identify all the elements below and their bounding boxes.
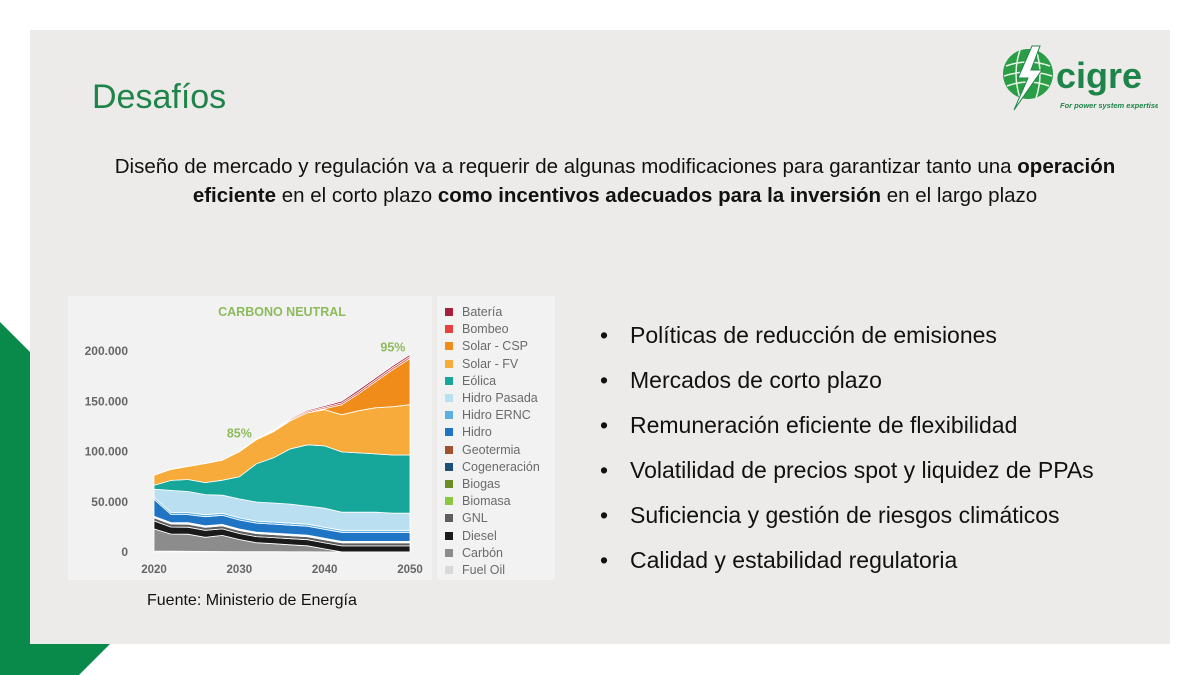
legend-swatch (445, 531, 453, 540)
bullet-item: Suficiencia y gestión de riesgos climáti… (600, 498, 1094, 543)
legend-item: Geotermia (445, 442, 520, 458)
chart-annotation: 85% (227, 427, 252, 441)
legend-label: Bombeo (462, 322, 509, 337)
legend-label: Fuel Oil (462, 563, 506, 577)
y-tick-label: 150.000 (85, 394, 129, 408)
chart-title: CARBONO NEUTRAL (218, 305, 346, 319)
legend-swatch (445, 325, 453, 334)
legend-swatch (445, 548, 453, 557)
legend-item: Batería (445, 304, 502, 320)
legend-swatch (445, 514, 453, 523)
bullet-item: Políticas de reducción de emisiones (600, 318, 1094, 363)
page-title: Desafíos (92, 78, 227, 116)
legend-item: Hidro (445, 424, 492, 440)
legend-label: Hidro (462, 425, 492, 440)
bullet-item: Mercados de corto plazo (600, 363, 1094, 408)
energy-chart: CARBONO NEUTRAL 0 50.000 100.000 150.000 200… (68, 296, 432, 580)
legend-swatch (445, 411, 453, 420)
legend-swatch (445, 566, 453, 574)
legend-swatch (445, 394, 453, 402)
logo-tagline: For power system expertise (1060, 101, 1158, 110)
legend-item: Eólica (445, 373, 496, 389)
legend-label: Solar - CSP (462, 339, 528, 354)
source-note: Fuente: Ministerio de Energía (147, 592, 357, 609)
y-tick-label: 100.000 (85, 445, 129, 459)
intro-bold-2: como incentivos adecuados para la invers… (437, 184, 882, 207)
legend-swatch (445, 480, 453, 488)
intro-text-1: Diseño de mercado y regulación va a requ… (114, 155, 1012, 178)
legend-item: Solar - FV (445, 356, 518, 372)
logo-wordmark: cigre (1056, 55, 1142, 96)
legend-label: Solar - FV (462, 356, 519, 371)
legend-swatch (445, 308, 453, 316)
y-tick-label: 50.000 (91, 495, 128, 509)
y-tick-label: 200.000 (85, 344, 129, 358)
legend-item: Hidro ERNC (445, 407, 531, 423)
bullet-item: Remuneración eficiente de flexibilidad (600, 408, 1094, 453)
y-tick-label: 0 (121, 545, 128, 559)
bullet-item: Calidad y estabilidad regulatoria (600, 543, 1094, 588)
bullet-list: Políticas de reducción de emisionesMerca… (600, 318, 1094, 588)
x-tick-label: 2030 (227, 564, 253, 576)
x-tick-label: 2050 (397, 564, 423, 576)
legend-label: Biogas (462, 477, 501, 491)
legend-label: GNL (462, 511, 488, 526)
legend-label: Eólica (462, 373, 497, 388)
chart-legend: Batería Bombeo Solar - CSP Solar - FV Eólica… (437, 296, 555, 580)
x-tick-label: 2040 (312, 564, 338, 576)
legend-item: Fuel Oil (445, 562, 505, 578)
bullet-item: Volatilidad de precios spot y liquidez d… (600, 453, 1094, 498)
legend-swatch (445, 376, 453, 385)
legend-swatch (445, 497, 453, 506)
legend-label: Biomasa (462, 494, 511, 509)
legend-item: Bombeo (445, 321, 509, 337)
legend-item: Diesel (445, 528, 497, 544)
legend-label: Diesel (462, 528, 497, 543)
legend-swatch (445, 428, 453, 437)
legend-label: Cogeneración (462, 459, 540, 474)
chart-canvas: CARBONO NEUTRAL 0 50.000 100.000 150.000 200… (85, 305, 423, 576)
legend-swatch (445, 445, 453, 454)
legend-label: Hidro ERNC (462, 408, 531, 423)
legend-item: Cogeneración (445, 459, 540, 475)
legend-label: Batería (462, 305, 503, 319)
legend-item: GNL (445, 510, 488, 526)
legend-item: Biomasa (445, 493, 511, 509)
legend-label: Hidro Pasada (462, 391, 538, 405)
legend-swatch (445, 462, 453, 471)
legend-label: Carbón (462, 545, 503, 560)
intro-text-2: en el corto plazo (281, 184, 433, 207)
legend-swatch (445, 359, 453, 368)
intro-text-3: en el largo plazo (886, 184, 1038, 207)
legend-item: Carbón (445, 545, 503, 561)
chart-annotation: 95% (380, 341, 405, 355)
legend-swatch (445, 342, 453, 351)
area-series-15 (153, 353, 411, 476)
legend-label: Geotermia (462, 442, 521, 457)
cigre-logo: cigre For power system expertise (998, 44, 1159, 116)
legend-item: Hidro Pasada (445, 390, 538, 406)
globe-icon (1003, 45, 1053, 111)
legend-item: Solar - CSP (445, 338, 528, 354)
intro-paragraph: Diseño de mercado y regulación va a requ… (100, 152, 1130, 210)
intro-bold-1: operación eficiente (192, 155, 1116, 207)
legend-item: Biogas (445, 476, 500, 492)
x-tick-label: 2020 (141, 564, 167, 576)
